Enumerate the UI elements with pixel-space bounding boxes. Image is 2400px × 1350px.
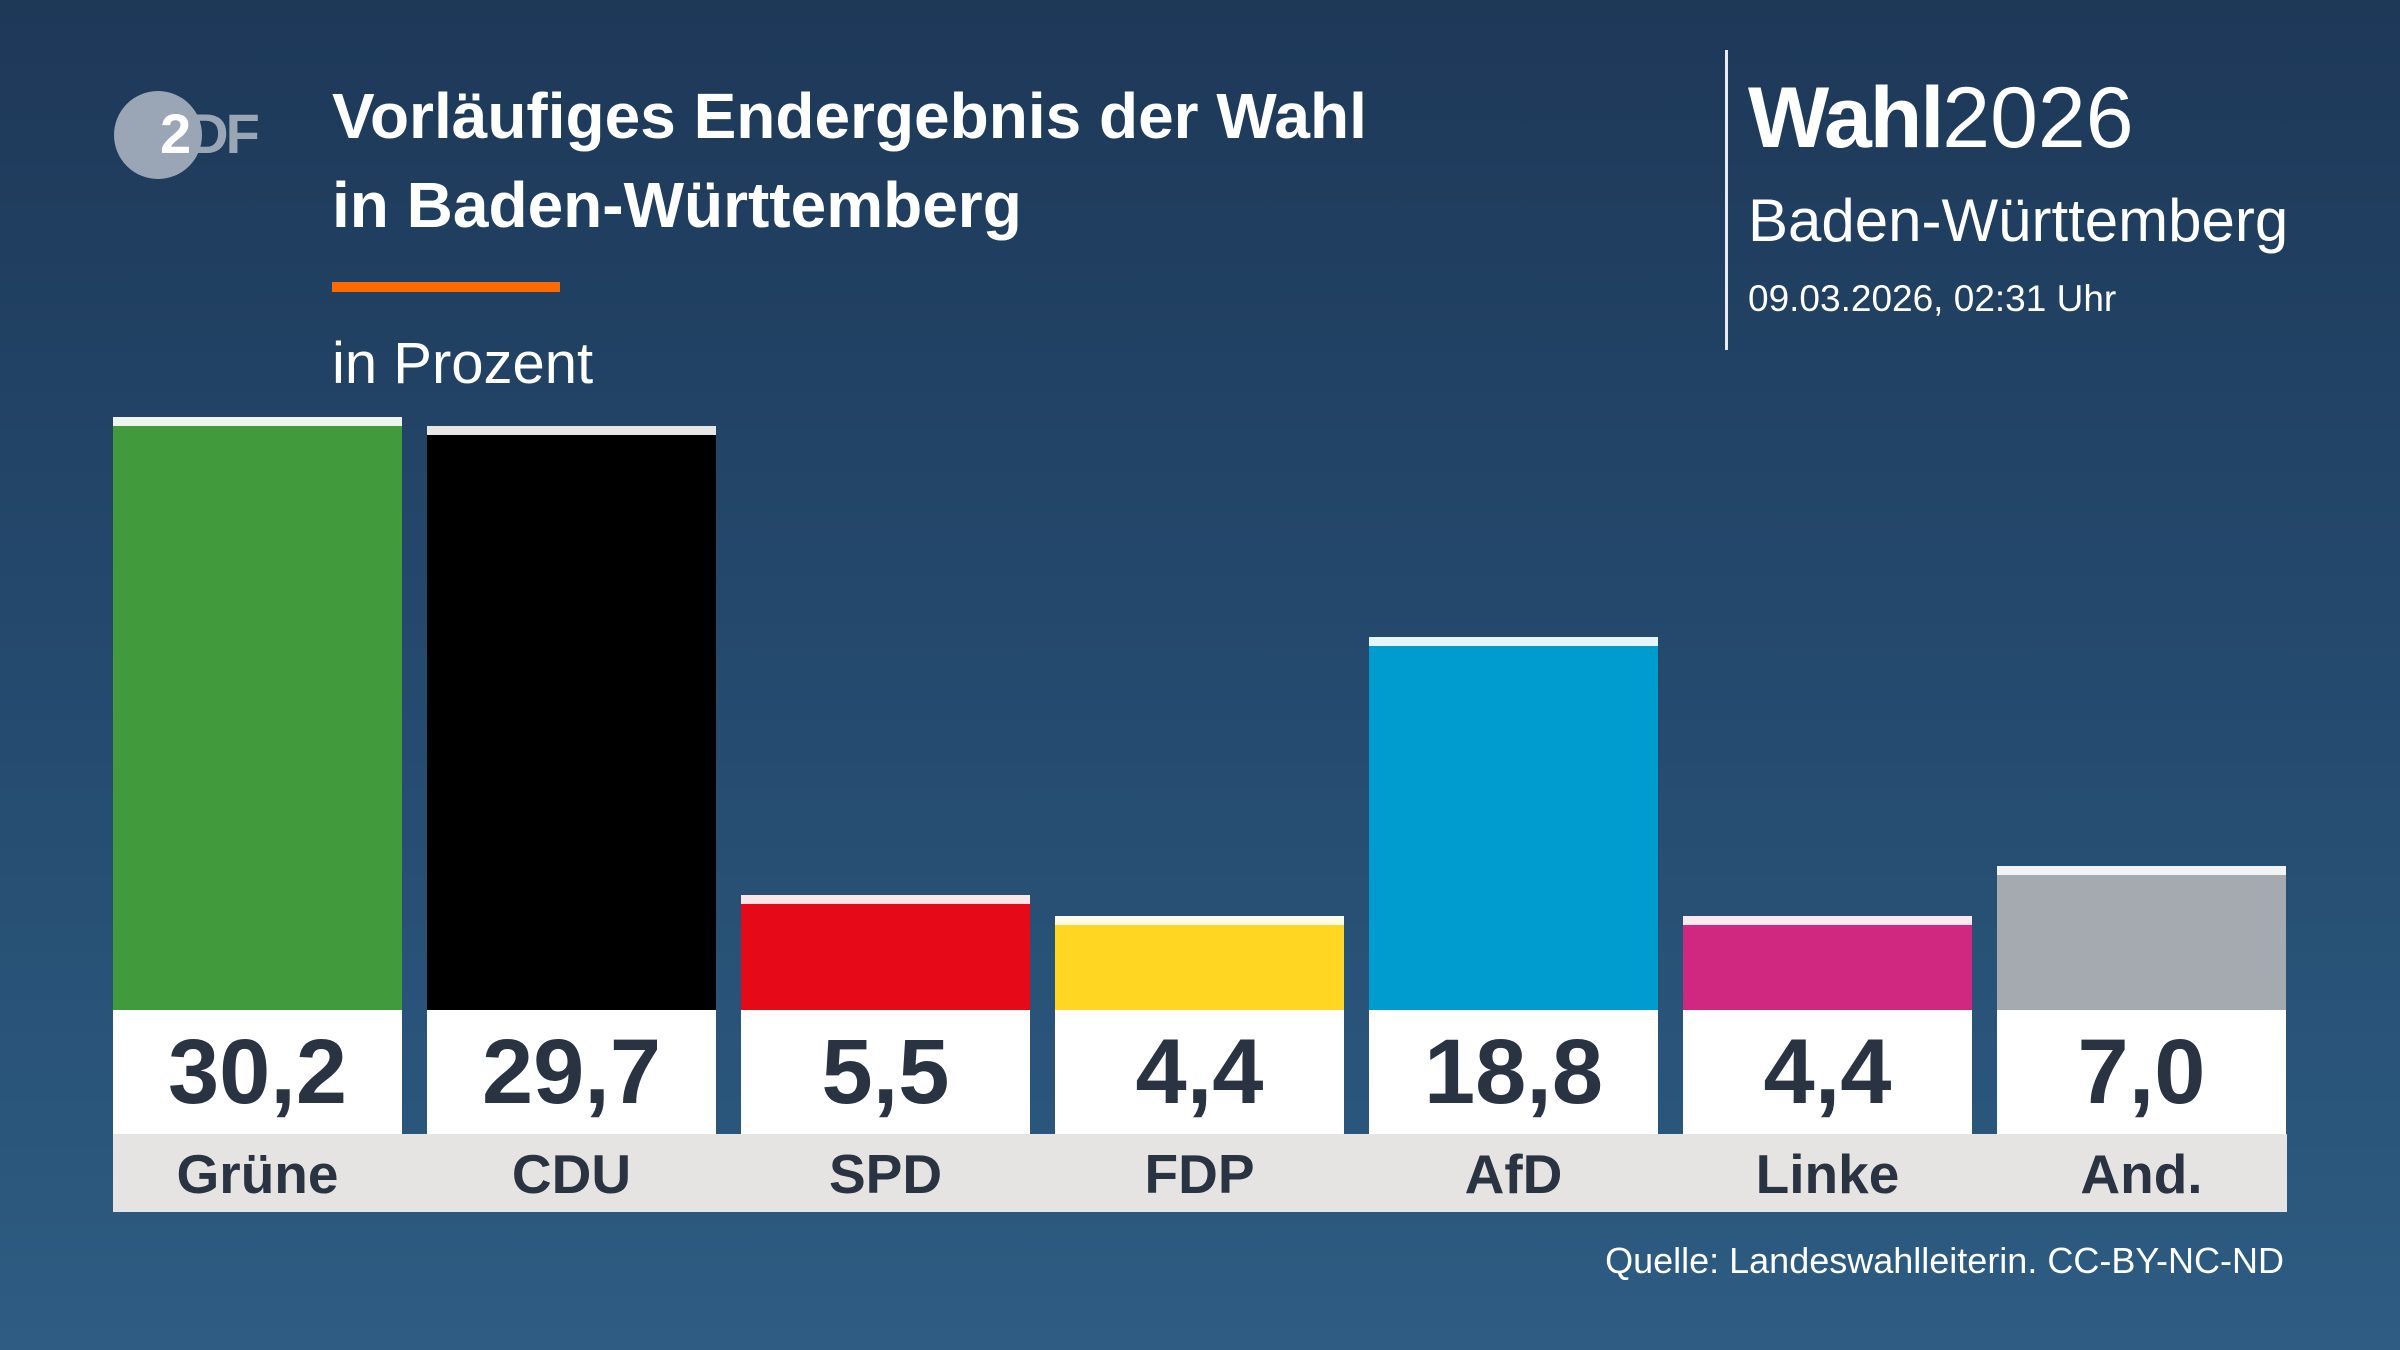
brand-word: Wahl [1748, 70, 1944, 166]
category-label-3: FDP [1144, 1143, 1255, 1205]
bar-6 [1997, 874, 2286, 1010]
value-label-2: 5,5 [741, 1010, 1030, 1134]
bar-3 [1055, 924, 1344, 1010]
source-note: Quelle: Landeswahlleiterin. CC-BY-NC-ND [1605, 1240, 2284, 1281]
title-line-1: Vorläufiges Endergebnis der Wahl [332, 80, 1367, 152]
bar-1 [427, 435, 716, 1010]
divider [1725, 50, 1728, 350]
bar-2 [741, 903, 1030, 1010]
brand-year: 2026 [1942, 70, 2134, 166]
unit-label: in Prozent [332, 331, 594, 396]
bar-cap-5 [1683, 915, 1972, 925]
category-label-6: And. [2080, 1143, 2203, 1205]
value-label-1: 29,7 [427, 1010, 716, 1134]
category-label-4: AfD [1464, 1143, 1563, 1205]
chart-title: Vorläufiges Endergebnis der Wahl in Bade… [332, 72, 1367, 250]
value-label-6: 7,0 [1997, 1010, 2286, 1134]
zdf-logo: 2DF [114, 91, 264, 181]
bar-cap-6 [1997, 865, 2286, 875]
bar-5 [1683, 924, 1972, 1010]
bar-0 [113, 425, 402, 1010]
category-label-5: Linke [1755, 1143, 1900, 1205]
bar-cap-0 [113, 416, 402, 426]
category-label-0: Grüne [176, 1143, 339, 1205]
bar-cap-3 [1055, 915, 1344, 925]
value-label-4: 18,8 [1369, 1010, 1658, 1134]
bar-cap-1 [427, 426, 716, 436]
logo-text: 2DF [160, 102, 260, 165]
label-strip [113, 1134, 2287, 1212]
bar-cap-2 [741, 894, 1030, 904]
bar-4 [1369, 646, 1658, 1010]
accent-bar [332, 282, 560, 292]
region-label: Baden-Württemberg [1748, 187, 2289, 254]
brand-title: Wahl2026 [1748, 68, 2134, 168]
value-label-5: 4,4 [1683, 1010, 1972, 1134]
value-label-0: 30,2 [113, 1010, 402, 1134]
category-label-1: CDU [511, 1143, 632, 1205]
title-line-2: in Baden-Württemberg [332, 169, 1022, 241]
bar-cap-4 [1369, 637, 1658, 647]
logo-circle [114, 91, 202, 179]
timestamp: 09.03.2026, 02:31 Uhr [1748, 278, 2117, 319]
category-label-2: SPD [828, 1143, 943, 1205]
value-label-3: 4,4 [1055, 1010, 1344, 1134]
